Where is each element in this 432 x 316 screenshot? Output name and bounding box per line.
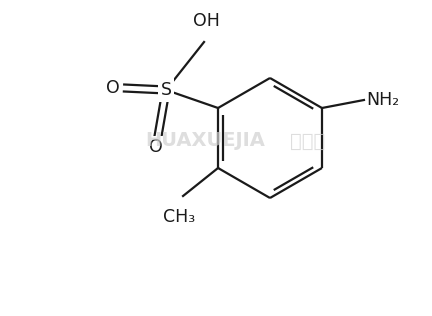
Text: O: O	[106, 79, 120, 97]
Text: CH₃: CH₃	[163, 208, 195, 226]
Text: HUAXUEJIA: HUAXUEJIA	[145, 131, 265, 150]
Text: S: S	[161, 81, 172, 99]
Text: NH₂: NH₂	[366, 91, 399, 109]
Text: O: O	[149, 138, 163, 156]
Text: OH: OH	[193, 12, 219, 30]
Text: 中化加: 中化加	[290, 131, 325, 150]
